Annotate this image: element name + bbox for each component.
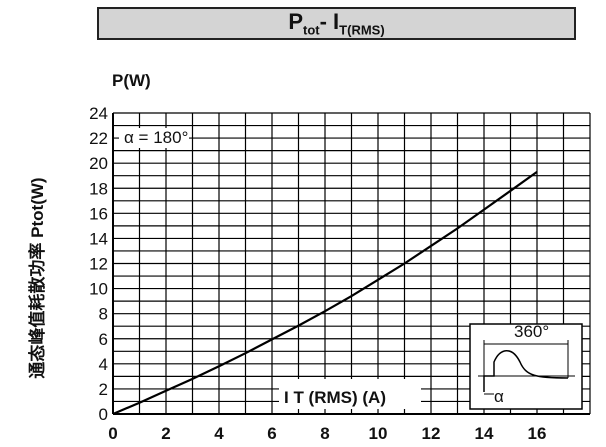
series-legend: α = 180° [119,128,189,148]
chart-title-box: Ptot- IT(RMS) [97,7,576,40]
x-tick-label: 12 [422,424,441,443]
y-tick-label: 12 [89,255,108,274]
y-tick-label: 6 [99,330,108,349]
series-line [112,171,538,416]
inset-waveform [483,350,569,392]
x-axis-label: I T (RMS) (A) [284,388,386,407]
x-tick-label: 14 [475,424,494,443]
x-tick-label: 6 [267,424,276,443]
x-tick-label: 8 [320,424,329,443]
y-tick-label: 22 [89,129,108,148]
x-tick-label: 16 [528,424,547,443]
inset-alpha-label: α [494,387,504,406]
axes [112,113,590,415]
y-tick-label: 0 [99,405,108,424]
legend-label: α = 180° [124,128,188,147]
chart-title: Ptot- IT(RMS) [288,8,385,38]
y-tick-label: 24 [89,104,108,123]
x-tick-label: 4 [214,424,224,443]
y-axis-side-label: 通态峰值耗散功率 Ptot(W) [27,177,47,378]
x-axis-label-background [279,379,421,409]
waveform-inset: 360° α [469,322,583,410]
x-tick-label: 0 [108,424,117,443]
x-axis-label-group: I T (RMS) (A) [279,379,421,409]
y-tick-label: 20 [89,154,108,173]
y-tick-label: 14 [89,229,108,248]
y-tick-label: 10 [89,280,108,299]
x-tick-label: 2 [161,424,170,443]
x-tick-label: 10 [369,424,388,443]
y-tick-label: 2 [99,380,108,399]
inset-frame [469,323,583,410]
y-tick-label: 4 [99,355,108,374]
series-layer [112,171,538,416]
legend-background [119,128,189,148]
y-tick-label: 16 [89,204,108,223]
y-tick-label: 18 [89,179,108,198]
y-axis-top-label: P(W) [112,71,151,90]
y-tick-label: 8 [99,305,108,324]
inset-period-label: 360° [514,322,549,341]
